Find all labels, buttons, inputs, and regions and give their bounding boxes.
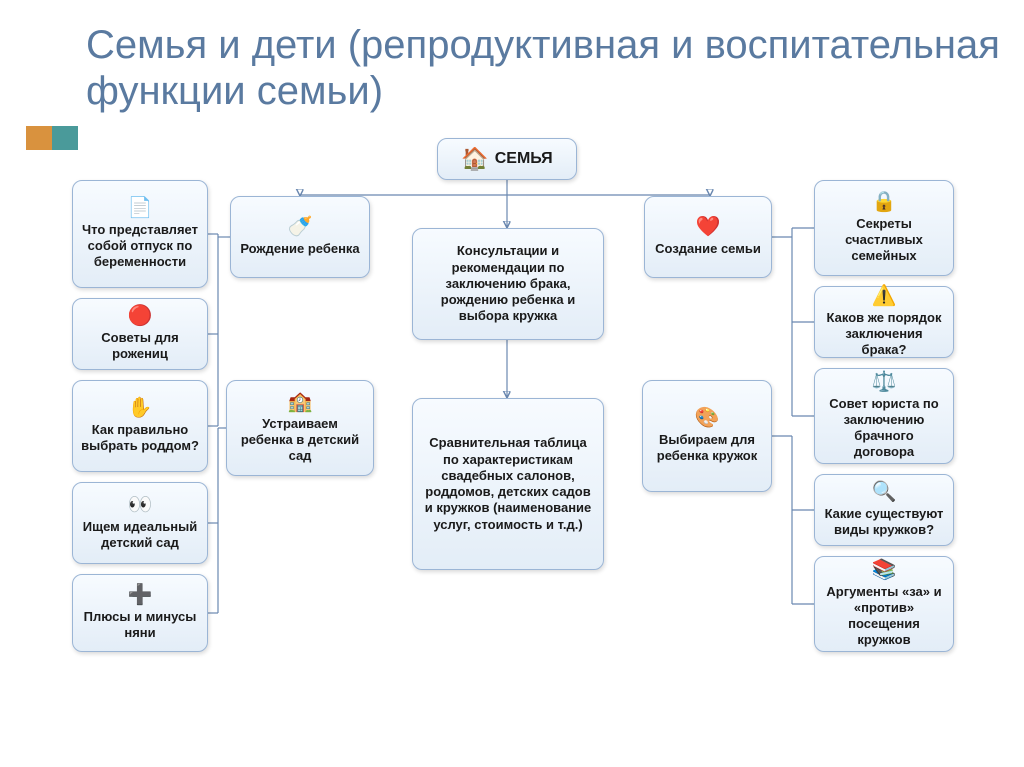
document-icon: 📄 <box>128 198 153 218</box>
node-l5: ➕ Плюсы и минусы няни <box>72 574 208 652</box>
node-kinder: 🏫 Устраиваем ребенка в детский сад <box>226 380 374 476</box>
node-label: Каков же порядок заключения брака? <box>823 310 945 359</box>
page-title: Семья и дети (репродуктивная и воспитате… <box>86 22 1024 114</box>
node-r1: 🔒 Секреты счастливых семейных <box>814 180 954 276</box>
node-l3: ✋ Как правильно выбрать роддом? <box>72 380 208 472</box>
node-label: Советы для рожениц <box>81 330 199 363</box>
red-icon: 🔴 <box>128 306 153 326</box>
node-label: Сравнительная таблица по характеристикам… <box>421 435 595 533</box>
house-icon: 🏠 <box>461 148 488 170</box>
node-root: 🏠 СЕМЬЯ <box>437 138 577 180</box>
node-table: Сравнительная таблица по характеристикам… <box>412 398 604 570</box>
node-label: Совет юриста по заключению брачного дого… <box>823 396 945 461</box>
node-label: Как правильно выбрать роддом? <box>81 422 199 455</box>
node-r3: ⚖️ Совет юриста по заключению брачного д… <box>814 368 954 464</box>
heart-icon: ❤️ <box>696 217 721 237</box>
node-l1: 📄 Что представляет собой отпуск по берем… <box>72 180 208 288</box>
node-label: Создание семьи <box>655 241 761 257</box>
node-label: Аргументы «за» и «против» посещения круж… <box>823 584 945 649</box>
node-label: Устраиваем ребенка в детский сад <box>235 416 365 465</box>
node-creation: ❤️ Создание семьи <box>644 196 772 278</box>
node-l2: 🔴 Советы для рожениц <box>72 298 208 370</box>
node-label: Что представляет собой отпуск по беремен… <box>81 222 199 271</box>
art-icon: 🎨 <box>695 408 720 428</box>
hand-icon: ✋ <box>128 398 153 418</box>
node-label: Ищем идеальный детский сад <box>81 519 199 552</box>
plus-icon: ➕ <box>128 585 153 605</box>
node-label: Какие существуют виды кружков? <box>823 506 945 539</box>
node-label: Консультации и рекомендации по заключени… <box>421 243 595 324</box>
node-label: Плюсы и минусы няни <box>81 609 199 642</box>
node-birth: 🍼 Рождение ребенка <box>230 196 370 278</box>
node-l4: 👀 Ищем идеальный детский сад <box>72 482 208 564</box>
node-club: 🎨 Выбираем для ребенка кружок <box>642 380 772 492</box>
lock-icon: 🔒 <box>872 192 897 212</box>
node-label: СЕМЬЯ <box>495 149 553 169</box>
search-icon: 🔍 <box>872 482 897 502</box>
node-consult: Консультации и рекомендации по заключени… <box>412 228 604 340</box>
node-label: Рождение ребенка <box>240 241 359 257</box>
accent-teal <box>52 126 78 150</box>
scales-icon: ⚖️ <box>872 372 897 392</box>
node-r2: ⚠️ Каков же порядок заключения брака? <box>814 286 954 358</box>
warning-icon: ⚠️ <box>872 286 897 306</box>
accent-orange <box>26 126 52 150</box>
baby-icon: 🍼 <box>288 217 313 237</box>
node-label: Выбираем для ребенка кружок <box>651 432 763 465</box>
school-icon: 🏫 <box>288 392 313 412</box>
node-r5: 📚 Аргументы «за» и «против» посещения кр… <box>814 556 954 652</box>
node-r4: 🔍 Какие существуют виды кружков? <box>814 474 954 546</box>
books-icon: 📚 <box>872 560 897 580</box>
node-label: Секреты счастливых семейных <box>823 216 945 265</box>
title-accent <box>0 126 78 150</box>
eyes-icon: 👀 <box>128 495 153 515</box>
